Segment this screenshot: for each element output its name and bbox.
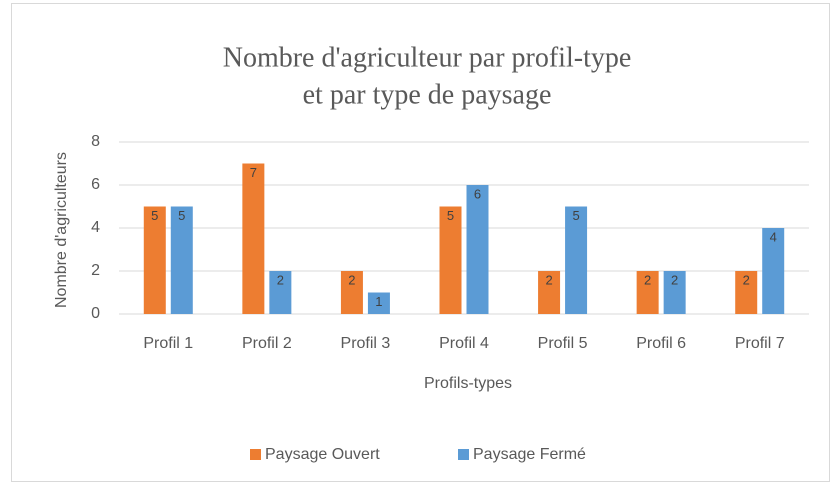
x-tick-label: Profil 3 bbox=[341, 335, 391, 352]
bar bbox=[735, 271, 758, 314]
chart-title: et par type de paysage bbox=[303, 79, 552, 110]
data-label: 2 bbox=[644, 272, 651, 287]
bar bbox=[143, 206, 166, 314]
bar bbox=[367, 292, 390, 314]
bar bbox=[269, 271, 292, 314]
bar bbox=[663, 271, 686, 314]
legend-label: Paysage Ouvert bbox=[265, 446, 380, 463]
bar bbox=[538, 271, 561, 314]
data-label: 2 bbox=[277, 272, 284, 287]
legend-swatch bbox=[458, 449, 469, 460]
data-label: 5 bbox=[151, 208, 158, 223]
data-label: 7 bbox=[250, 165, 257, 180]
bar bbox=[439, 206, 462, 314]
data-label: 1 bbox=[375, 294, 382, 309]
bar bbox=[565, 206, 588, 314]
x-axis-label: Profils-types bbox=[424, 375, 512, 392]
x-tick-label: Profil 5 bbox=[538, 335, 588, 352]
legend-swatch bbox=[250, 449, 261, 460]
y-tick-label: 6 bbox=[91, 176, 100, 193]
data-label: 2 bbox=[671, 272, 678, 287]
bar bbox=[170, 206, 193, 314]
data-label: 5 bbox=[447, 208, 454, 223]
data-label: 2 bbox=[545, 272, 552, 287]
y-tick-label: 4 bbox=[91, 219, 100, 236]
bar bbox=[242, 163, 265, 314]
y-axis-label: Nombre d'agriculteurs bbox=[53, 152, 70, 308]
x-tick-label: Profil 7 bbox=[735, 335, 785, 352]
data-label: 5 bbox=[572, 208, 579, 223]
y-tick-label: 2 bbox=[91, 262, 100, 279]
y-tick-label: 0 bbox=[91, 305, 100, 322]
x-tick-label: Profil 1 bbox=[143, 335, 193, 352]
x-tick-label: Profil 6 bbox=[636, 335, 686, 352]
legend-label: Paysage Fermé bbox=[473, 446, 586, 463]
x-tick-label: Profil 2 bbox=[242, 335, 292, 352]
data-label: 2 bbox=[348, 272, 355, 287]
y-tick-label: 8 bbox=[91, 133, 100, 150]
data-label: 4 bbox=[770, 229, 777, 244]
chart-title: Nombre d'agriculteur par profil-type bbox=[223, 42, 632, 73]
data-label: 6 bbox=[474, 186, 481, 201]
bar bbox=[340, 271, 363, 314]
bar bbox=[466, 185, 489, 314]
bar bbox=[762, 228, 785, 314]
x-tick-label: Profil 4 bbox=[439, 335, 489, 352]
data-label: 2 bbox=[743, 272, 750, 287]
bar bbox=[636, 271, 659, 314]
data-label: 5 bbox=[178, 208, 185, 223]
chart-frame bbox=[11, 3, 830, 482]
